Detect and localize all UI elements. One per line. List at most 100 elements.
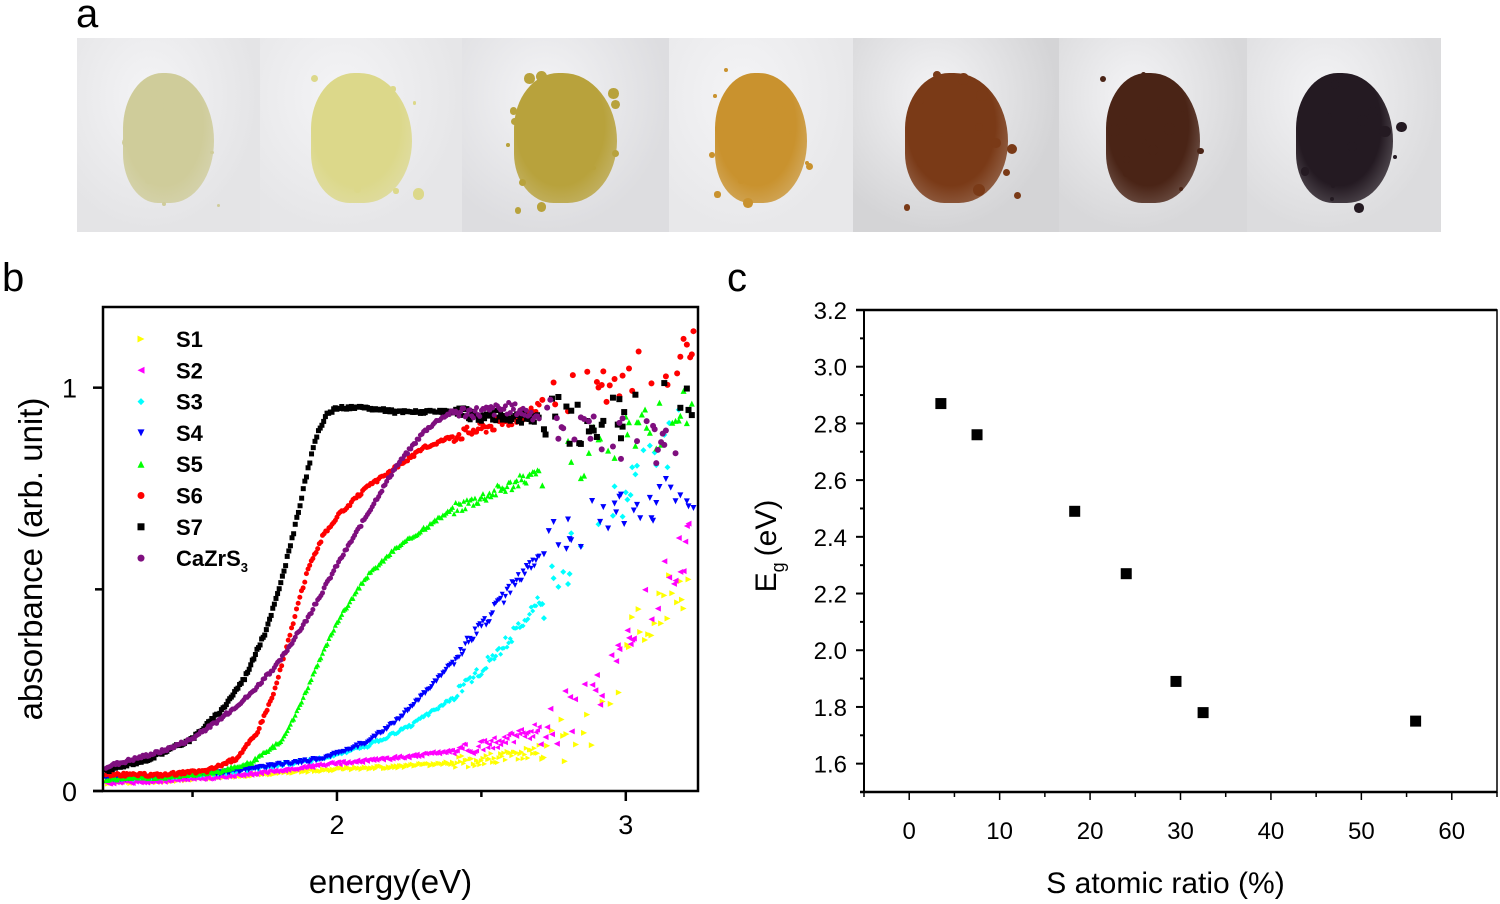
data-point xyxy=(535,750,541,756)
data-point xyxy=(486,619,492,625)
data-point xyxy=(533,558,539,564)
data-point xyxy=(409,723,415,729)
powder-grain xyxy=(709,152,715,158)
powder-grain xyxy=(933,71,941,79)
data-point xyxy=(482,416,488,422)
data-point xyxy=(542,431,549,438)
legend-label: S7 xyxy=(176,515,203,540)
data-point xyxy=(613,509,620,516)
data-point xyxy=(510,579,516,585)
x-tick-label: 60 xyxy=(1438,818,1465,845)
data-point xyxy=(317,425,323,431)
data-point xyxy=(355,744,361,750)
data-point xyxy=(518,420,524,426)
data-point xyxy=(467,407,473,413)
legend-marker xyxy=(137,554,145,562)
data-point xyxy=(1069,505,1081,517)
legend-marker xyxy=(137,335,145,343)
data-point xyxy=(617,435,624,442)
data-point xyxy=(474,405,480,411)
data-point xyxy=(461,760,467,766)
data-point xyxy=(683,420,690,427)
data-point xyxy=(482,616,488,622)
data-point xyxy=(635,606,642,613)
data-point xyxy=(223,774,229,780)
data-point xyxy=(458,646,464,652)
data-point xyxy=(491,427,497,433)
data-point xyxy=(600,504,607,511)
legend-marker xyxy=(137,366,145,374)
data-point xyxy=(690,328,697,335)
data-point xyxy=(279,736,285,742)
data-point xyxy=(248,662,254,668)
data-point xyxy=(262,675,268,681)
data-point xyxy=(246,666,252,672)
data-point xyxy=(632,471,639,478)
legend-label: S5 xyxy=(176,452,203,477)
data-point xyxy=(525,729,531,735)
powder-grain xyxy=(514,206,522,214)
data-point xyxy=(416,697,422,703)
data-point xyxy=(472,495,478,501)
data-point xyxy=(267,616,273,622)
data-point xyxy=(300,486,306,492)
data-point xyxy=(502,403,508,409)
data-point xyxy=(498,487,504,493)
data-point xyxy=(477,762,483,768)
data-point xyxy=(522,571,528,577)
series-s5 xyxy=(103,387,695,784)
powder-grain xyxy=(1392,154,1398,160)
data-point xyxy=(292,521,298,527)
powder-grain xyxy=(611,100,621,110)
data-point xyxy=(547,396,554,403)
data-point xyxy=(461,682,467,688)
data-point xyxy=(499,753,505,759)
data-point xyxy=(490,417,496,423)
data-point xyxy=(405,458,411,464)
data-point xyxy=(491,412,497,418)
data-point xyxy=(272,685,278,691)
data-point xyxy=(512,582,518,588)
data-point xyxy=(433,678,439,684)
data-point xyxy=(294,514,300,520)
data-point xyxy=(528,728,534,734)
data-point xyxy=(491,735,497,741)
data-point xyxy=(672,450,679,457)
x-tick-label: 3 xyxy=(618,810,633,840)
data-point xyxy=(358,523,364,529)
powder-pile xyxy=(904,73,1008,203)
data-point xyxy=(536,416,542,422)
powder-grain xyxy=(339,129,352,141)
data-point xyxy=(358,491,364,497)
data-point xyxy=(606,382,613,389)
data-point xyxy=(274,680,280,686)
legend-marker xyxy=(137,492,145,499)
y-tick-label: 2.4 xyxy=(814,525,847,552)
data-point xyxy=(329,630,335,636)
data-point xyxy=(523,407,529,413)
data-point xyxy=(308,677,314,683)
sample-photo-s3 xyxy=(462,38,669,232)
data-point xyxy=(478,738,484,744)
data-point xyxy=(616,646,623,653)
data-point xyxy=(483,429,489,435)
panel-label-a: a xyxy=(76,0,99,36)
powder-grain xyxy=(723,68,729,73)
data-point xyxy=(413,440,419,446)
data-point xyxy=(470,415,476,421)
powder-grain xyxy=(187,90,193,96)
data-point xyxy=(690,504,697,511)
data-point xyxy=(510,406,516,412)
sample-photo-s6 xyxy=(1059,38,1247,232)
data-point xyxy=(485,745,491,751)
data-point xyxy=(677,412,684,419)
powder-grain xyxy=(1356,114,1369,127)
powder-grain xyxy=(1141,139,1148,145)
data-point xyxy=(658,620,665,627)
data-point xyxy=(315,428,321,434)
powder-grain xyxy=(1122,155,1130,164)
x-tick-label: 50 xyxy=(1348,818,1375,845)
data-point xyxy=(680,335,687,342)
data-point xyxy=(324,641,330,647)
powder-grain xyxy=(957,72,970,85)
